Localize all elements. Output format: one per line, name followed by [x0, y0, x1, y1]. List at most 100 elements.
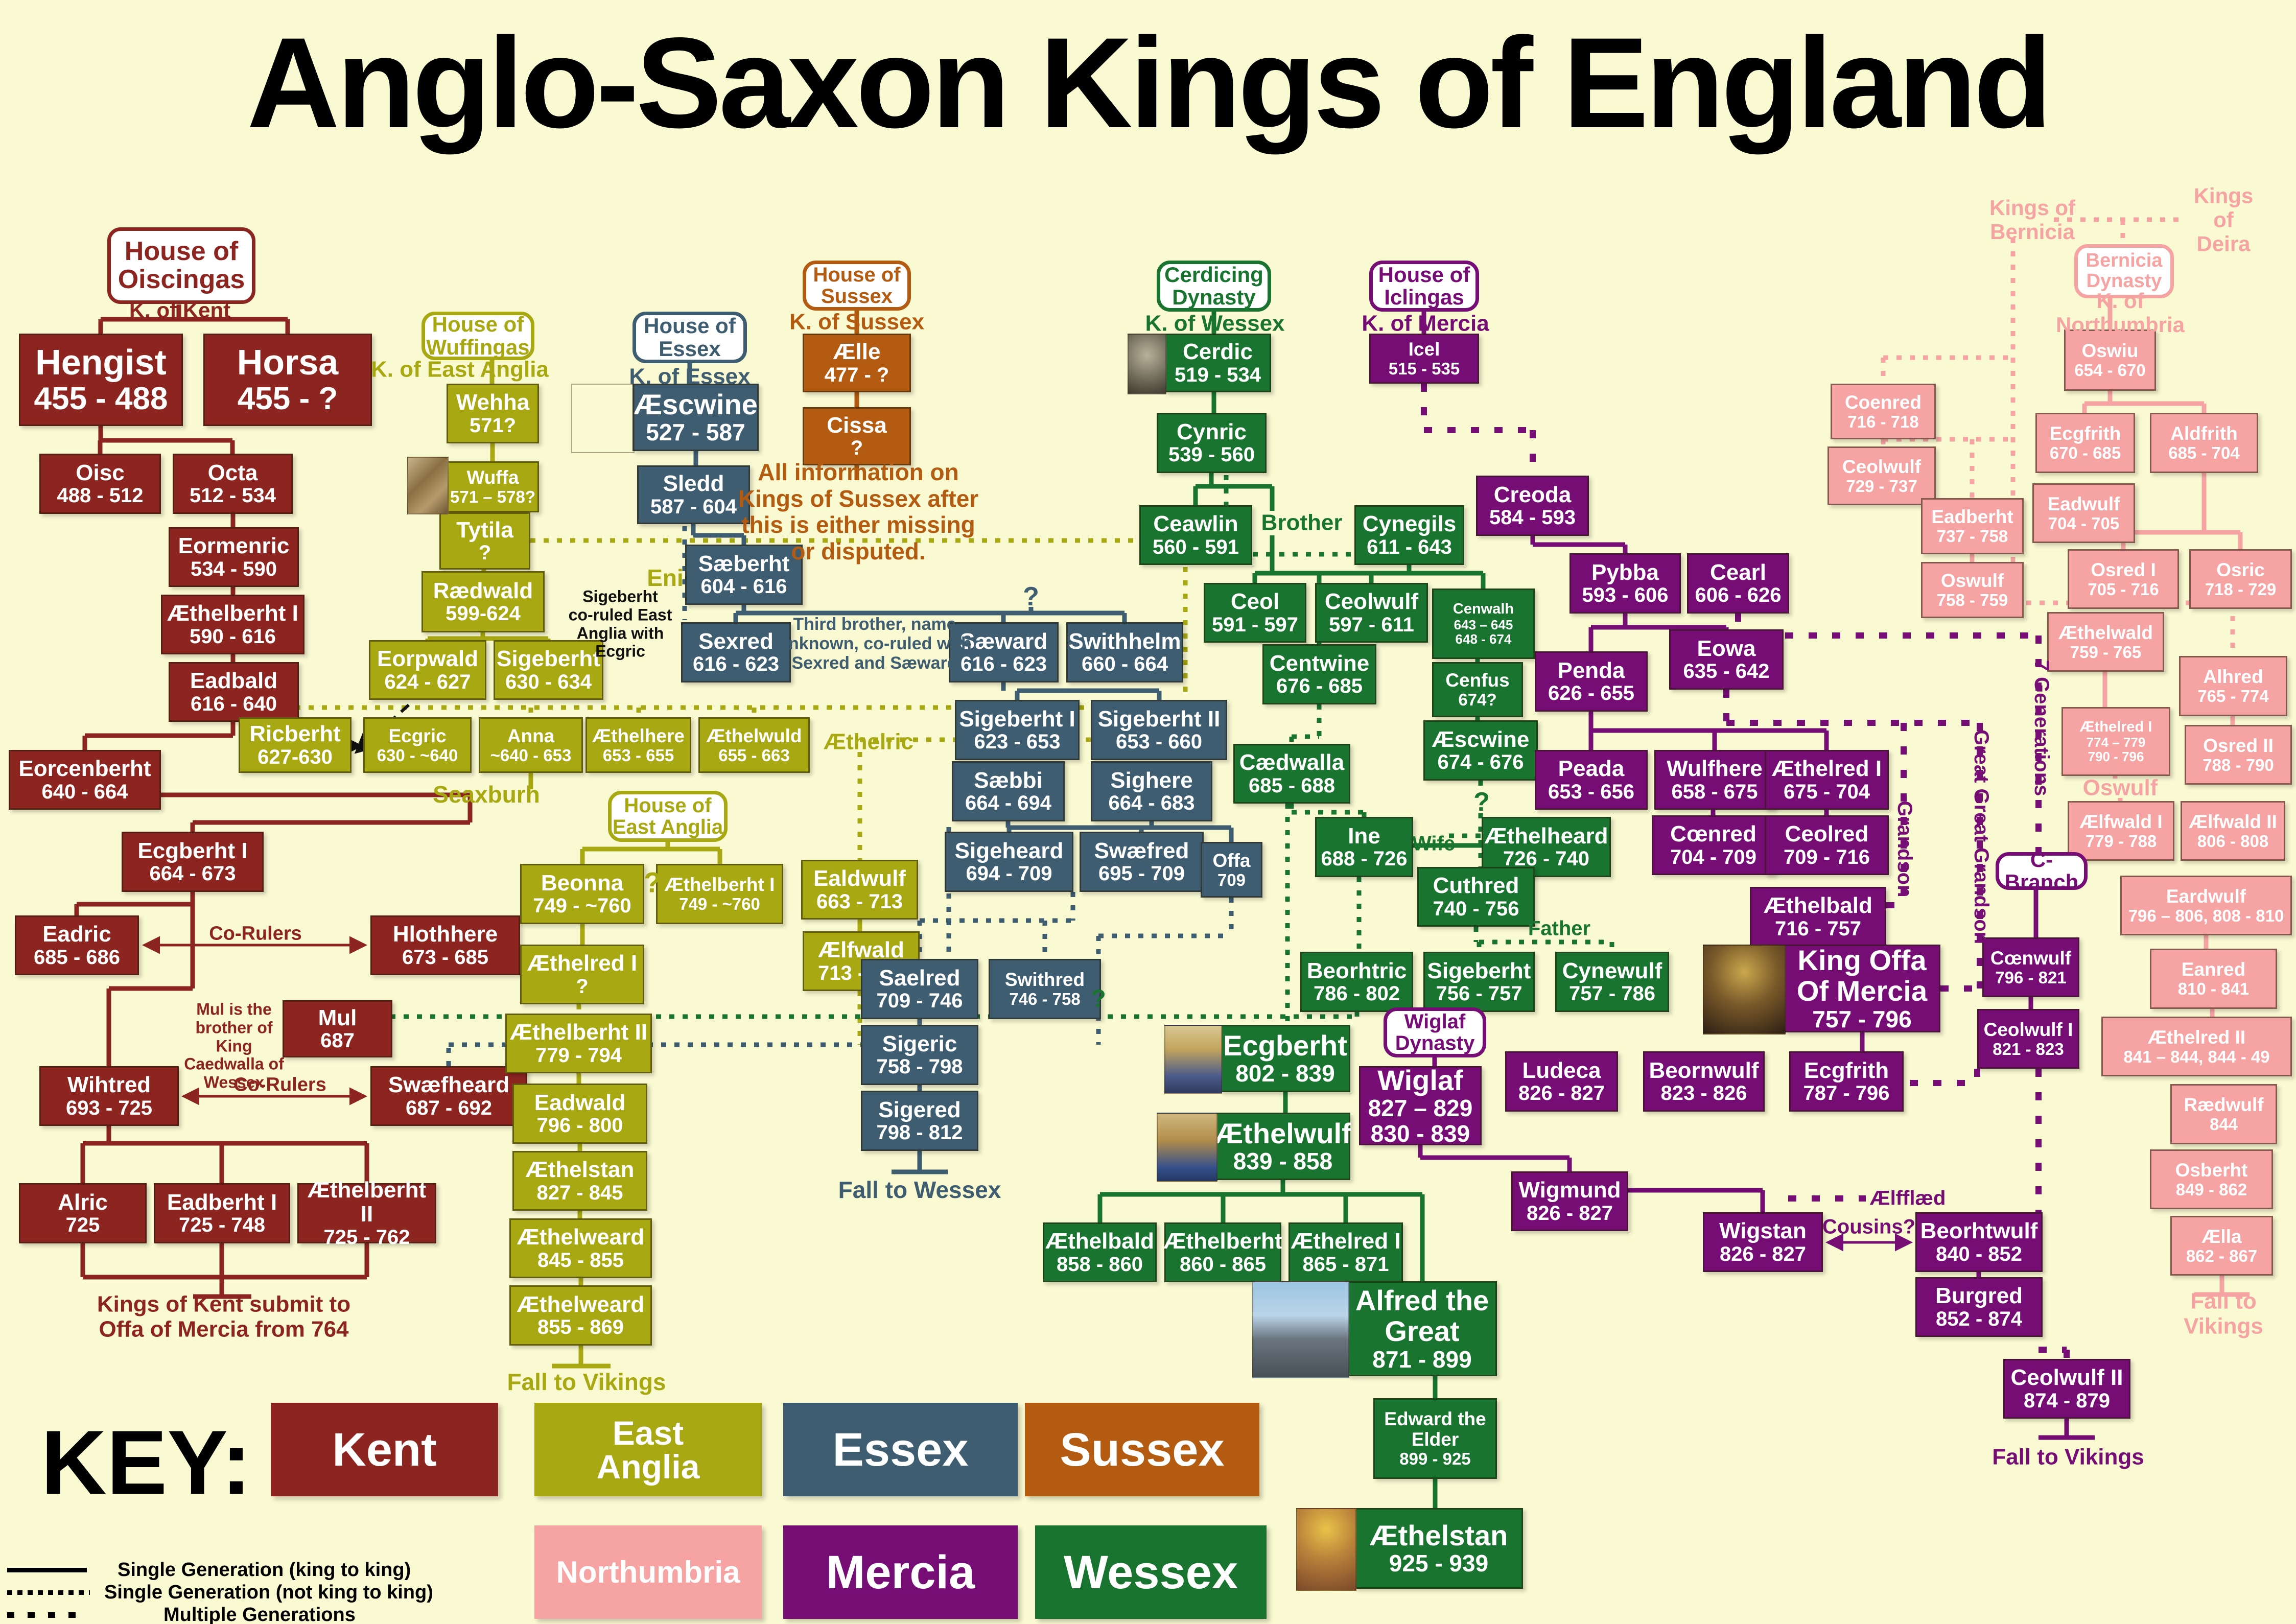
node-name: Ecgfrith: [2049, 423, 2121, 444]
node-name: Beornwulf: [1649, 1057, 1759, 1083]
node-name: Æthelheard: [1484, 823, 1608, 849]
node-beornwulf: Beornwulf 823 - 826: [1643, 1051, 1765, 1112]
node-icel: Icel 515 - 535: [1369, 334, 1479, 384]
node-dates: 515 - 535: [1388, 359, 1460, 379]
node-dates: 899 - 925: [1399, 1449, 1471, 1469]
node-beorhtwulf: Beorhtwulf 840 - 852: [1915, 1212, 2043, 1272]
node-name: Æthelwald: [2058, 622, 2153, 643]
node-dates: 599-624: [446, 602, 521, 625]
node-dates: 729 - 737: [1846, 476, 1917, 496]
node-name: Coenred: [1844, 391, 1922, 413]
node-dates: 852 - 874: [1935, 1307, 2023, 1330]
node-r-dwald: Rædwald 599-624: [421, 571, 545, 632]
node-hlothhere: Hlothhere 673 - 685: [370, 915, 520, 975]
node-name: Æscwine: [634, 388, 758, 420]
node-s-berht: Sæberht 604 - 616: [685, 545, 803, 605]
node-name: Wiglaf: [1377, 1064, 1463, 1096]
node-dates: 716 - 718: [1847, 412, 1919, 431]
label-co-rulers: Co-Rulers: [209, 923, 302, 945]
node-scwine: Æscwine 527 - 587: [632, 384, 759, 451]
node-dates: 860 - 865: [1179, 1253, 1267, 1276]
node-name: Ælfwald: [818, 937, 904, 963]
node-dates: 587 - 604: [650, 495, 737, 518]
node-name: Eardwulf: [2166, 885, 2246, 907]
node-dates: 654 - 670: [2074, 361, 2146, 380]
key-swatch-mercia: Mercia: [783, 1525, 1018, 1619]
node-name: Ludeca: [1522, 1057, 1601, 1083]
node-dates: 796 - 821: [1995, 968, 2067, 987]
label-k-of-wessex: K. of Wessex: [1145, 311, 1285, 336]
label-fall-to-vikings: Fall to Vikings: [1992, 1444, 2144, 1470]
node-dates: 786 - 802: [1313, 982, 1400, 1005]
label-oswulf: Oswulf: [2082, 775, 2158, 801]
node-dates: 704 - 709: [1670, 845, 1757, 868]
node-thelstan: Æthelstan 925 - 939: [1354, 1508, 1523, 1589]
node-alfred-the-great: Alfred the Great 871 - 899: [1347, 1281, 1497, 1376]
node-eadberht: Eadberht 737 - 758: [1921, 498, 2024, 554]
node-thelhere: Æthelhere 653 - 655: [585, 717, 691, 773]
node-name: Ricberht: [249, 721, 341, 747]
node-dates: 590 - 616: [189, 625, 276, 648]
node-name: Swithred: [1004, 969, 1085, 991]
node-mul: Mul 687: [283, 1000, 392, 1057]
node-oisc: Oisc 488 - 512: [39, 454, 161, 514]
node-dates: 840 - 852: [1935, 1242, 2023, 1265]
node-name: Ælfwald II: [2189, 811, 2277, 832]
node-dates: 455 - ?: [237, 381, 338, 416]
node-sigeberht-ii: Sigeberht II 653 - 660: [1091, 700, 1227, 760]
node-coenred: Coenred 716 - 718: [1831, 384, 1936, 439]
node-dates: 749 - ~760: [533, 895, 631, 917]
node-name: Eadric: [42, 922, 111, 947]
node-dates: 774 – 779 790 - 796: [2086, 735, 2146, 765]
node-name: Æthelweard: [517, 1291, 645, 1317]
node-dates: 694 - 709: [966, 862, 1052, 885]
node-name: Æthelstan: [525, 1157, 635, 1183]
node-dates: 709 - 746: [876, 990, 963, 1013]
node-name: Ceolwulf I: [1983, 1019, 2073, 1040]
label-cousins: Cousins?: [1822, 1215, 1916, 1238]
node-name: Æthelred I: [1771, 756, 1882, 782]
node-thelheard: Æthelheard 726 - 740: [1482, 817, 1611, 877]
node-name: Eadberht: [1931, 506, 2013, 528]
node-name: Æthelhere: [592, 725, 685, 746]
node-name: Sigeberht II: [1097, 706, 1221, 732]
node-ecgric: Ecgric 630 - ~640: [363, 717, 472, 773]
node-wigstan: Wigstan 826 - 827: [1703, 1212, 1823, 1272]
node-r-dwulf: Rædwulf 844: [2170, 1084, 2277, 1144]
node-name: Osred I: [2091, 559, 2156, 580]
node-name: Sighere: [1110, 767, 1193, 793]
node-dates: 844: [2209, 1115, 2238, 1134]
node-name: Sledd: [663, 471, 724, 497]
node-lfwald-i: Ælfwald I 779 - 788: [2068, 801, 2174, 861]
legend-row: Single Generation (not king to king): [7, 1582, 433, 1604]
node-cuthred: Cuthred 740 - 756: [1417, 867, 1535, 927]
node-ceolwulf-i: Ceolwulf I 821 - 823: [1977, 1009, 2079, 1069]
node-dates: 488 - 512: [57, 484, 144, 507]
node-dates: 571?: [469, 414, 517, 437]
node-dates: 571 – 578?: [450, 487, 535, 507]
node-alric: Alric 725: [19, 1183, 147, 1243]
label-brother: Brother: [1261, 510, 1343, 535]
node-name: Ælla: [2201, 1226, 2242, 1247]
node-dates: 806 - 808: [2197, 831, 2269, 851]
label-fall-to-vikings: Fall to Vikings: [507, 1369, 666, 1396]
node-name: Ecgberht I: [137, 838, 248, 863]
node-wehha: Wehha 571?: [447, 384, 539, 443]
node-name: Æscwine: [1432, 726, 1530, 752]
node-dates: 687 - 692: [405, 1096, 493, 1119]
label-kings-of-kent-submit-to-offa-of-mercia-f: Kings of Kent submit to Offa of Mercia f…: [97, 1291, 351, 1342]
node-dates: 664 - 673: [149, 862, 236, 885]
node-dates: 841 – 844, 844 - 49: [2123, 1047, 2270, 1066]
node-dates: ?: [850, 437, 863, 460]
node-dates: 660 - 664: [1081, 653, 1168, 676]
node-dates: 685 - 686: [33, 946, 121, 969]
node-dates: 725: [65, 1214, 100, 1237]
node-thelberht-i: Æthelberht I 590 - 616: [161, 595, 304, 654]
house-house-of-oiscingas: House of Oiscingas: [107, 227, 255, 304]
node-dates: 827 – 829 830 - 839: [1368, 1095, 1473, 1147]
legend-line-sample: [7, 1590, 90, 1595]
node-dates: 664 - 683: [1108, 792, 1195, 815]
node-dates: 512 - 534: [189, 484, 276, 507]
node-dates: 865 - 871: [1302, 1253, 1389, 1276]
node-cynegils: Cynegils 611 - 643: [1354, 505, 1464, 565]
